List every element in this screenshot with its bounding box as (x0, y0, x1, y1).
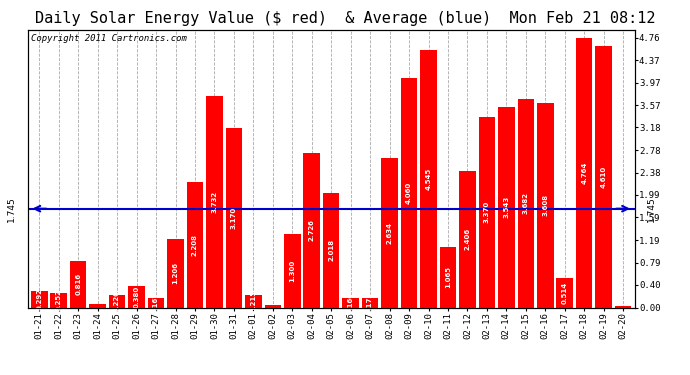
Bar (304, 153, 320, 308)
Bar (323, 193, 339, 308)
Text: 3.543: 3.543 (503, 196, 509, 218)
Text: 1.206: 1.206 (172, 262, 179, 284)
Text: 4.545: 4.545 (426, 168, 431, 190)
Text: 1.745: 1.745 (647, 196, 656, 222)
Text: 3.370: 3.370 (484, 201, 490, 223)
Text: Copyright 2011 Cartronics.com: Copyright 2011 Cartronics.com (30, 34, 186, 43)
Bar (148, 298, 164, 307)
Bar (595, 46, 612, 308)
Bar (479, 117, 495, 308)
Text: 0.215: 0.215 (250, 290, 257, 312)
Text: 4.764: 4.764 (581, 161, 587, 184)
Text: Daily Solar Energy Value ($ red)  & Average (blue)  Mon Feb 21 08:12: Daily Solar Energy Value ($ red) & Avera… (34, 11, 655, 26)
Text: 4.610: 4.610 (601, 166, 607, 188)
Bar (459, 171, 475, 308)
Bar (90, 304, 106, 307)
Bar (226, 128, 242, 308)
Text: 1.065: 1.065 (445, 266, 451, 288)
Text: 4.060: 4.060 (406, 182, 412, 204)
Bar (264, 305, 281, 308)
Text: 2.406: 2.406 (464, 228, 471, 251)
Bar (128, 286, 145, 308)
Bar (167, 239, 184, 308)
Text: 0.172: 0.172 (367, 292, 373, 314)
Bar (382, 158, 398, 308)
Text: 2.726: 2.726 (308, 219, 315, 241)
Text: 0.292: 0.292 (37, 288, 42, 310)
Bar (187, 183, 204, 308)
Bar (50, 293, 67, 308)
Bar (556, 278, 573, 308)
Bar (498, 107, 515, 307)
Text: 3.608: 3.608 (542, 194, 549, 216)
Text: 0.252: 0.252 (56, 290, 61, 311)
Bar (518, 99, 534, 308)
Text: 2.634: 2.634 (386, 222, 393, 244)
Bar (440, 247, 456, 308)
Bar (615, 306, 631, 308)
Text: 3.682: 3.682 (523, 192, 529, 214)
Text: 0.816: 0.816 (75, 273, 81, 296)
Bar (31, 291, 48, 308)
Text: 3.170: 3.170 (231, 207, 237, 229)
Bar (342, 298, 359, 307)
Text: 0.167: 0.167 (153, 292, 159, 314)
Text: 2.208: 2.208 (192, 234, 198, 256)
Bar (284, 234, 301, 308)
Bar (576, 38, 593, 308)
Bar (70, 261, 86, 308)
Bar (537, 103, 553, 308)
Bar (362, 298, 378, 307)
Bar (420, 50, 437, 308)
Bar (401, 78, 417, 308)
Bar (245, 296, 262, 307)
Bar (109, 295, 126, 307)
Text: 0.166: 0.166 (348, 292, 354, 314)
Text: 3.732: 3.732 (211, 191, 217, 213)
Text: 1.745: 1.745 (6, 196, 15, 222)
Text: 2.018: 2.018 (328, 239, 334, 261)
Bar (206, 96, 223, 308)
Text: 1.300: 1.300 (289, 260, 295, 282)
Text: 0.220: 0.220 (114, 290, 120, 312)
Text: 0.514: 0.514 (562, 282, 568, 304)
Text: 0.380: 0.380 (134, 286, 139, 308)
